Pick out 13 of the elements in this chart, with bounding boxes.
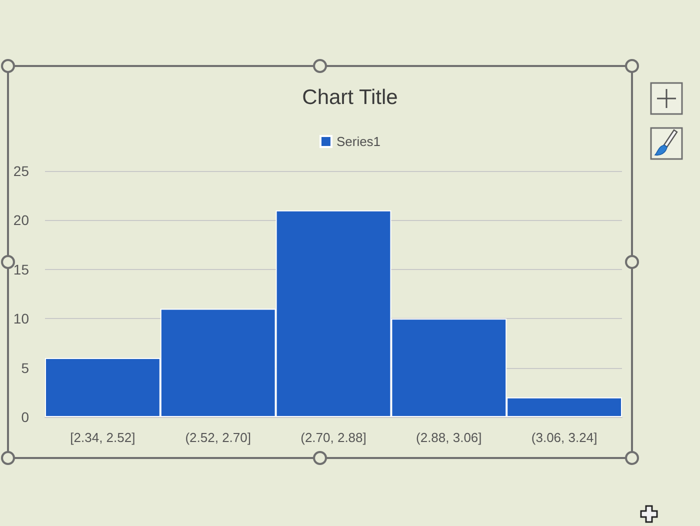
legend-label: Series1 xyxy=(336,134,381,149)
x-tick-label: (2.52, 2.70] xyxy=(185,430,251,445)
y-tick-label: 5 xyxy=(21,360,30,376)
x-tick-label: (2.88, 3.06] xyxy=(416,430,482,445)
y-tick-label: 20 xyxy=(13,212,30,228)
y-tick-label: 0 xyxy=(21,409,30,425)
x-tick-label: (3.06, 3.24] xyxy=(531,430,598,445)
y-tick-label: 10 xyxy=(13,310,30,327)
y-tick-label: 25 xyxy=(13,163,30,179)
x-tick-label: [2.34, 2.52] xyxy=(70,430,136,445)
x-tick-label: (2.70, 2.88] xyxy=(300,430,366,445)
y-tick-label: 15 xyxy=(13,261,30,278)
chart-title: Chart Title xyxy=(302,86,398,109)
